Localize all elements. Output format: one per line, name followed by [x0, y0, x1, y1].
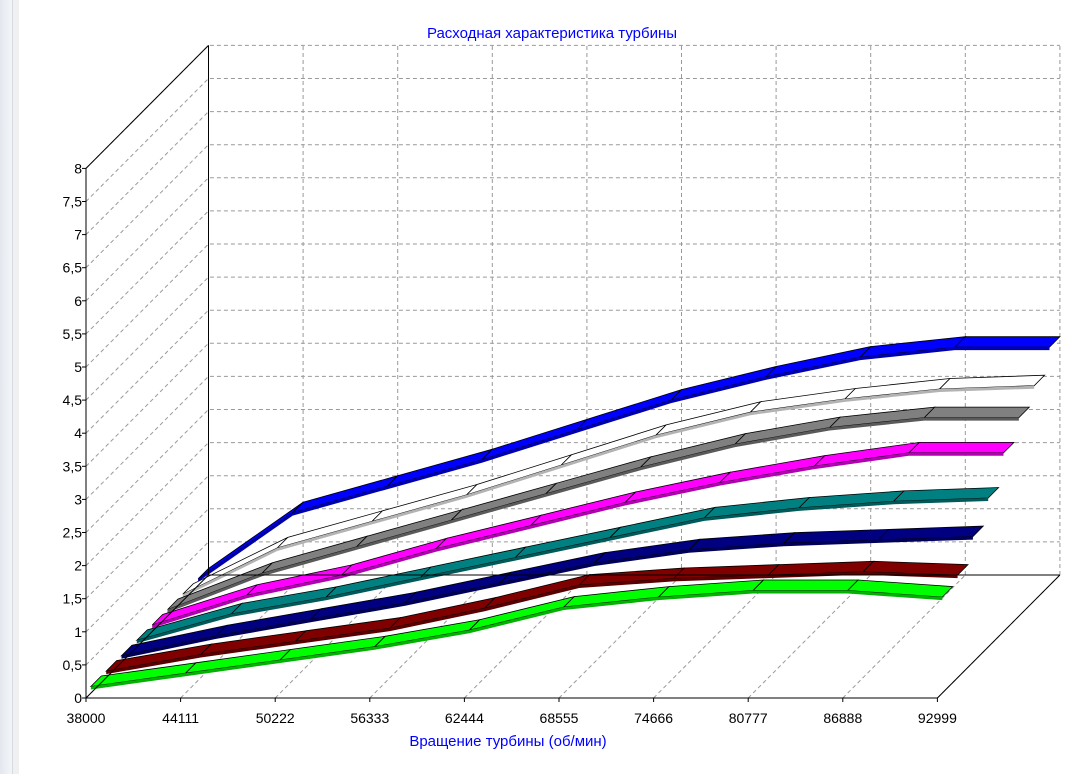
series-ribbon: [151, 441, 1015, 628]
series-ribbon: [120, 525, 985, 659]
x-tick-label: 50222: [256, 710, 295, 726]
axis-line: [85, 45, 209, 169]
y-tick-label: 7,5: [63, 194, 83, 210]
y-tick-label: 2,5: [63, 525, 83, 541]
y-tick-labels: 0 0,5 1 1,5 2 2,5 3 3,5 4 4,5 5 5,5 6 6,5 7 7,5 8: [63, 160, 86, 706]
y-tick-label: 1,5: [63, 591, 83, 607]
chart-title: Расходная характеристика турбины: [427, 25, 677, 42]
grid-line-h: [85, 111, 1060, 235]
x-tick-label: 86888: [823, 710, 862, 726]
grid-line-floor: [464, 574, 588, 699]
y-tick-label: 1: [74, 624, 82, 640]
x-tick-label: 56333: [350, 710, 389, 726]
grid-line-h: [85, 309, 1060, 434]
series-ribbon: [167, 406, 1031, 613]
axis-line: [85, 574, 209, 699]
grid-line-h: [85, 78, 1060, 202]
y-tick-label: 7: [74, 227, 82, 243]
series-segment: [907, 441, 1015, 454]
series-ribbon: [182, 374, 1046, 598]
grid-line-floor: [558, 574, 682, 699]
y-tick-label: 0: [74, 690, 82, 706]
y-tick-label: 0,5: [63, 657, 83, 673]
grid-line-floor: [653, 574, 777, 699]
x-axis-label: Вращение турбины (об/мин): [409, 733, 606, 750]
grid-line-h: [85, 210, 1060, 335]
grid-line-h: [85, 177, 1060, 302]
y-tick-label: 6,5: [63, 260, 83, 276]
series-segment: [953, 336, 1061, 348]
x-tick-label: 44111: [162, 710, 199, 726]
grid-line-h: [85, 276, 1060, 401]
series-ribbon: [135, 487, 1000, 644]
series-ribbon: [105, 560, 969, 675]
y-tick-label: 8: [74, 160, 82, 176]
grid-line-h: [85, 508, 1060, 633]
y-tick-label: 5: [74, 359, 82, 375]
axes: [85, 45, 1061, 699]
x-tick-labels: 38000 44111 50222 56333 62444 68555 74666 80777…: [67, 698, 957, 726]
grid-line-h: [85, 375, 1060, 500]
grid-line-h: [85, 243, 1060, 368]
series-segment: [752, 579, 860, 591]
y-tick-label: 5,5: [63, 326, 83, 342]
grid-line-floor: [747, 574, 872, 699]
y-tick-label: 6: [74, 293, 82, 309]
grid-line-h: [85, 409, 1060, 533]
series-ribbon: [89, 579, 954, 690]
grid-line-floor: [842, 574, 966, 699]
y-tick-label: 4,5: [63, 392, 83, 408]
x-tick-label: 38000: [67, 710, 106, 726]
series-segment: [923, 406, 1031, 419]
grid-line-h: [85, 144, 1060, 269]
window-left-edge: [0, 0, 13, 774]
y-tick-label: 3: [74, 491, 82, 507]
series-segment: [846, 579, 954, 598]
x-tick-label: 62444: [445, 710, 484, 726]
grid-line-h: [85, 475, 1060, 600]
grid-line-floor: [180, 574, 304, 699]
grid-line-h: [85, 541, 1060, 666]
series-surfaces: [89, 336, 1061, 690]
y-tick-label: 4: [74, 425, 82, 441]
grid-line-h: [85, 442, 1060, 566]
x-tick-label: 92999: [918, 710, 957, 726]
series-ribbon: [197, 336, 1061, 582]
x-tick-label: 80777: [729, 710, 768, 726]
y-tick-label: 3,5: [63, 458, 83, 474]
x-tick-label: 74666: [634, 710, 673, 726]
axis-line: [937, 574, 1061, 699]
grid-line-h: [85, 342, 1060, 467]
x-tick-label: 68555: [540, 710, 579, 726]
y-tick-label: 2: [74, 558, 82, 574]
